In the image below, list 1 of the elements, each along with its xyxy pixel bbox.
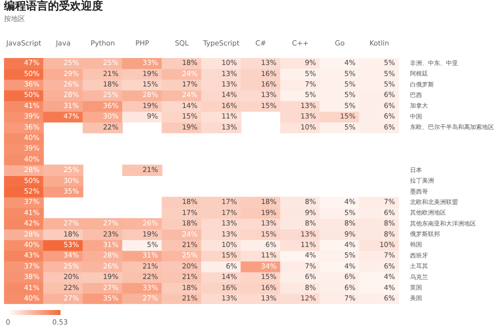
chart-title: 编程语言的受欢迎度 (3, 0, 103, 12)
